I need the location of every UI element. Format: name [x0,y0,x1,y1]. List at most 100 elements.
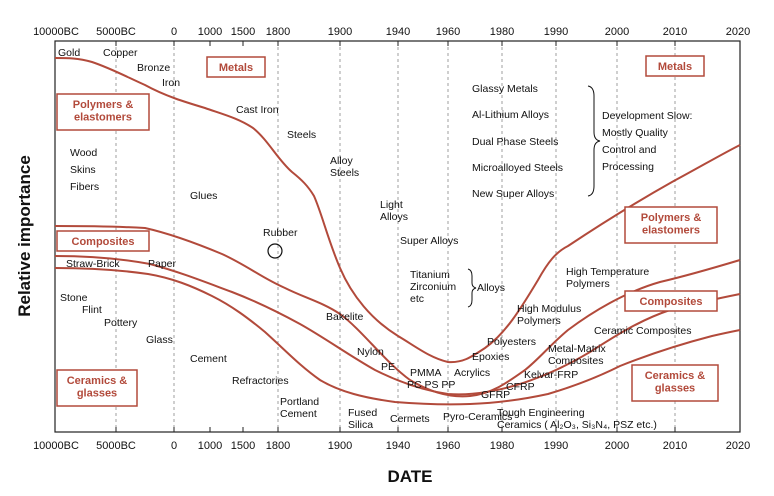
tick-label: 1000 [198,26,222,38]
label-super-alloys: Super Alloys [400,235,458,247]
box-metals-left [206,56,266,78]
label-glassy-metals: Glassy Metals [472,83,538,95]
tick-label: 1800 [266,26,290,38]
label-pyro-ceramics: Pyro-Ceramics [443,411,512,423]
label-gfrp: GFRP [481,389,510,401]
label-pottery: Pottery [104,317,138,329]
tick-label: 1900 [328,26,352,38]
material-curves [54,57,741,406]
label-cermets: Cermets [390,413,430,425]
label-bakelite: Bakelite [326,311,364,323]
tick-label: 0 [171,440,177,452]
material-labels: Gold Copper Bronze Iron Cast Iron Steels… [58,47,692,431]
tick-label: 10000BC [33,440,79,452]
label-skins: Skins [70,164,96,176]
tick-label: 10000BC [33,26,79,38]
tick-label: 1500 [231,440,255,452]
label-pe: PE [381,361,395,373]
tick-label: 5000BC [96,440,136,452]
tick-label: 1500 [231,26,255,38]
box-polymers-right [624,206,718,244]
tick-label: 1990 [544,26,568,38]
label-straw-brick: Straw-Brick [66,258,120,270]
box-composites-right-label: Composites [640,296,703,308]
label-cfrp: CFRP [506,381,535,393]
label-dual-phase: Dual Phase Steels [472,136,558,148]
polymers-curve [54,225,741,398]
label-pmma: PMMA [410,367,442,379]
label-rubber: Rubber [263,227,298,239]
label-cast-iron: Cast Iron [236,104,279,116]
composites-curve [54,255,741,396]
box-composites-left-label: Composites [72,236,135,248]
box-metals-right [645,55,705,77]
label-wood: Wood [70,147,97,159]
label-glues: Glues [190,190,217,202]
category-boxes: Metals Polymers & elastomers Composites C… [56,55,719,407]
label-titanium: Titanium [410,269,450,281]
tick-label: 0 [171,26,177,38]
rubber-marker-icon [267,243,283,259]
label-zirconium: Zirconium [410,281,456,293]
tick-label: 1940 [386,440,410,452]
label-gold: Gold [58,47,80,59]
tick-label: 2000 [605,440,629,452]
tick-label: 1800 [266,440,290,452]
tick-label: 2020 [726,26,750,38]
box-composites-right [624,290,718,312]
box-polymers-left [56,93,150,131]
label-alloys: Alloys [477,282,505,294]
development-bracket [587,85,601,197]
label-glass: Glass [146,334,173,346]
label-stone: Stone [60,292,88,304]
label-alloy-steels: Alloy Steels [330,155,359,179]
label-iron: Iron [162,77,180,89]
tick-label: 1000 [198,440,222,452]
box-ceramics-right-label: Ceramics & glasses [645,370,706,395]
tick-label: 1940 [386,26,410,38]
label-metal-matrix: Metal-Matrix Composites [548,343,607,367]
label-epoxies: Epoxies [472,351,509,363]
y-axis-title: Relative importance [15,155,34,317]
label-nylon: Nylon [357,346,384,358]
tick-marks [54,41,741,432]
label-fibers: Fibers [70,181,99,193]
box-metals-left-label: Metals [219,62,253,74]
label-tough-eng-2: Ceramics ( Al₂O₃, Si₃N₄, PSZ etc.) [497,419,657,431]
label-acrylics: Acrylics [454,367,490,379]
label-dev-slow-4: Processing [602,161,654,173]
label-cement: Cement [190,353,227,365]
tick-label: 2000 [605,26,629,38]
box-composites-left [56,230,150,252]
tick-label: 1990 [544,440,568,452]
label-ceramic-composites: Ceramic Composites [594,325,691,337]
label-polyesters: Polyesters [487,336,536,348]
tick-label: 2010 [663,26,687,38]
box-polymers-left-label: Polymers & elastomers [73,99,134,124]
tick-label: 5000BC [96,26,136,38]
label-flint: Flint [82,304,102,316]
label-etc: etc [410,293,424,305]
label-pc-ps-pp: PC PS PP [407,379,455,391]
label-steels: Steels [287,129,316,141]
tick-label: 2010 [663,440,687,452]
label-copper: Copper [103,47,138,59]
tick-label: 2020 [726,440,750,452]
label-dev-slow-2: Mostly Quality [602,127,669,139]
year-gridlines [115,41,676,432]
label-tough-eng-1: Tough Engineering [497,407,585,419]
label-light-alloys: Light Alloys [380,199,408,223]
box-ceramics-left [56,369,138,407]
tick-label: 1980 [490,440,514,452]
ceramics-curve [54,267,741,406]
label-new-super: New Super Alloys [472,188,554,200]
label-dev-slow-1: Development Slow: [602,110,692,122]
label-al-lithium: Al-Lithium Alloys [472,109,549,121]
tick-label: 1960 [436,440,460,452]
label-dev-slow-3: Control and [602,144,656,156]
label-microalloyed: Microalloyed Steels [472,162,563,174]
metals-curve [54,57,741,364]
x-axis-title: DATE [387,467,432,486]
label-high-temp-polymers: High Temperature Polymers [566,266,649,290]
